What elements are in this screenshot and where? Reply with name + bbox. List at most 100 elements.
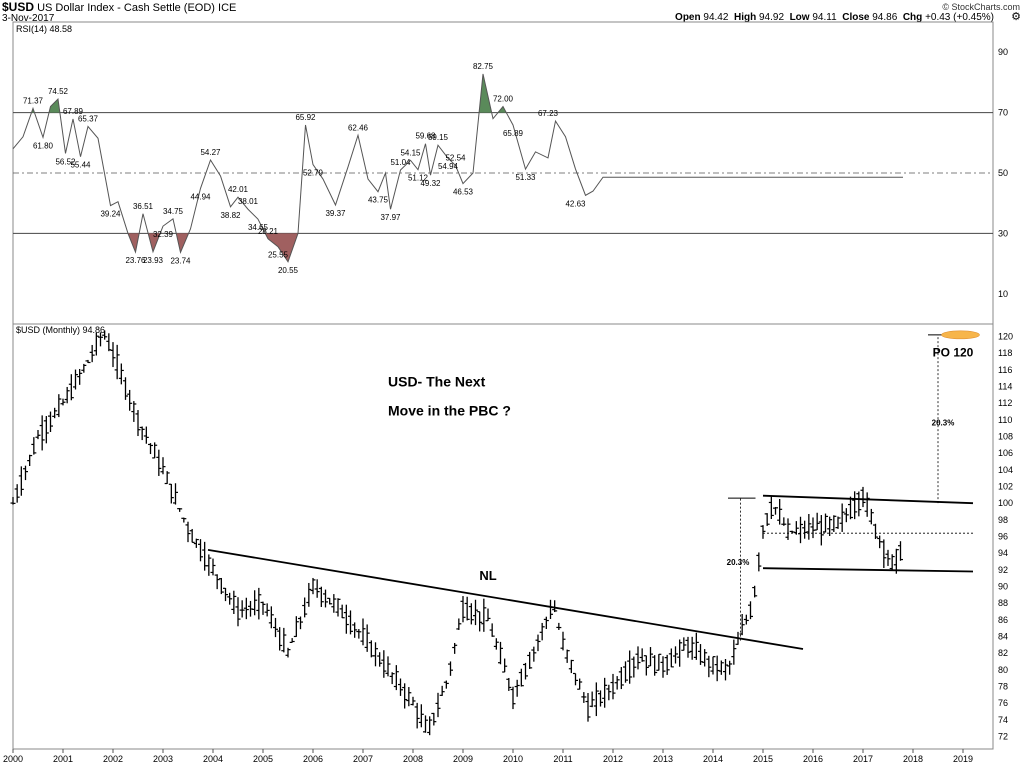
price-tick-label: 112 (998, 398, 1012, 408)
x-tick-label: 2000 (3, 754, 23, 764)
rsi-data-label: 23.76 (125, 256, 146, 265)
price-tick-label: 106 (998, 448, 1013, 458)
symbol: $USD (2, 0, 35, 14)
watermark: © StockCharts.com (942, 2, 1020, 12)
rsi-data-label: 61.80 (33, 141, 54, 150)
x-tick-label: 2009 (453, 754, 473, 764)
price-tick-label: 98 (998, 515, 1008, 525)
rsi-tick-label: 30 (998, 228, 1008, 238)
rsi-data-label: 39.37 (325, 209, 346, 218)
rsi-data-label: 38.01 (238, 197, 259, 206)
price-tick-label: 110 (998, 415, 1012, 425)
price-objective-marker (941, 330, 980, 340)
settings-icon[interactable]: ⚙ (1011, 11, 1021, 23)
x-tick-label: 2010 (503, 754, 523, 764)
close-value: 94.86 (872, 12, 898, 23)
x-tick-label: 2019 (953, 754, 973, 764)
price-tick-label: 80 (998, 665, 1008, 675)
price-tick-label: 92 (998, 565, 1008, 575)
rsi-data-label: 62.46 (348, 123, 369, 132)
rsi-data-label: 49.32 (420, 179, 441, 188)
rsi-layer: 10 30 50 70 90 71.37 61.80 74.52 56.52 67.89 55.44… (12, 47, 1008, 299)
rsi-data-label: 56.52 (55, 157, 76, 166)
price-panel (12, 323, 994, 750)
price-tick-label: 78 (998, 682, 1008, 692)
low-label: Low (789, 12, 810, 23)
price-tick-label: 72 (998, 732, 1008, 742)
price-tick-label: 90 (998, 582, 1008, 592)
x-tick-label: 2001 (53, 754, 73, 764)
rsi-title: RSI(14) 48.58 (16, 24, 72, 34)
price-layer: 72 74 76 78 80 82 84 86 88 90 92 94 96 98 100 102 104 106… (3, 330, 1013, 764)
rsi-data-label: 55.44 (70, 161, 91, 170)
rsi-data-label: 20.55 (278, 266, 299, 275)
high-value: 94.92 (758, 12, 785, 23)
rsi-data-label: 39.24 (100, 210, 121, 219)
rsi-tick-label: 50 (998, 168, 1008, 178)
rsi-data-label: 54.27 (200, 148, 221, 157)
price-annotation: NL (479, 568, 496, 583)
price-tick-label: 84 (998, 632, 1008, 642)
rsi-data-label: 37.97 (380, 213, 401, 222)
price-tick-label: 76 (998, 698, 1008, 708)
rsi-data-label: 72.00 (493, 95, 514, 104)
rsi-data-label: 23.74 (170, 256, 191, 265)
rsi-data-label: 65.89 (503, 129, 524, 138)
price-tick-label: 74 (998, 715, 1008, 725)
price-tick-label: 94 (998, 548, 1008, 558)
x-tick-label: 2002 (103, 754, 123, 764)
rsi-data-label: 43.75 (368, 196, 389, 205)
rsi-data-label: 52.79 (303, 169, 324, 178)
price-tick-label: 120 (998, 332, 1013, 342)
chart-date: 3-Nov-2017 (2, 13, 55, 24)
x-tick-label: 2004 (203, 754, 223, 764)
rsi-data-label: 23.93 (143, 256, 164, 265)
price-tick-label: 96 (998, 532, 1008, 542)
price-tick-label: 100 (998, 498, 1013, 508)
rsi-data-label: 42.63 (565, 199, 586, 208)
price-annotation: 20.3% (727, 558, 750, 567)
rsi-data-label: 59.15 (428, 133, 449, 142)
rsi-overbought-fill (49, 99, 60, 113)
ohlc-summary: Open 94.42 High 94.92 Low 94.11 Close 94… (675, 12, 994, 24)
x-tick-label: 2003 (153, 754, 173, 764)
rsi-tick-label: 10 (998, 289, 1008, 299)
rsi-data-label: 54.15 (400, 148, 421, 157)
price-tick-label: 108 (998, 432, 1013, 442)
rsi-data-label: 71.37 (23, 96, 44, 105)
x-tick-label: 2011 (553, 754, 572, 764)
rsi-data-label: 54.94 (438, 162, 459, 171)
exchange: ICE (218, 2, 237, 14)
rsi-series-line (12, 73, 903, 263)
rsi-data-label: 46.53 (453, 188, 474, 197)
rsi-data-label: 82.75 (473, 62, 494, 71)
close-label: Close (842, 12, 870, 23)
price-annotation: 20.3% (932, 419, 955, 428)
price-tick-label: 86 (998, 615, 1008, 625)
rsi-data-label: 44.94 (190, 192, 211, 201)
rsi-data-label: 74.52 (48, 87, 69, 96)
low-value: 94.11 (812, 12, 837, 23)
price-title: $USD (Monthly) 94.86 (16, 325, 105, 335)
instrument-name: US Dollar Index - Cash Settle (EOD) (37, 2, 215, 14)
rsi-data-label: 32.39 (153, 230, 174, 239)
rsi-overbought-fill (498, 106, 507, 113)
x-tick-label: 2012 (603, 754, 623, 764)
price-tick-label: 116 (998, 365, 1012, 375)
x-tick-label: 2014 (703, 754, 723, 764)
rsi-oversold-fill (148, 233, 161, 252)
rsi-data-label: 67.23 (538, 109, 559, 118)
rsi-data-label: 36.51 (133, 202, 154, 211)
x-tick-label: 2007 (353, 754, 373, 764)
chg-label: Chg (902, 12, 923, 23)
rsi-tick-label: 70 (998, 108, 1008, 118)
trendline-lower (762, 567, 974, 573)
rsi-data-label: 51.04 (390, 158, 411, 167)
x-tick-label: 2008 (403, 754, 423, 764)
x-tick-label: 2006 (303, 754, 323, 764)
x-tick-label: 2017 (853, 754, 873, 764)
chg-value: +0.43 (+0.45%) (925, 12, 994, 23)
rsi-data-label: 34.75 (163, 207, 184, 216)
rsi-oversold-fill (265, 233, 298, 262)
